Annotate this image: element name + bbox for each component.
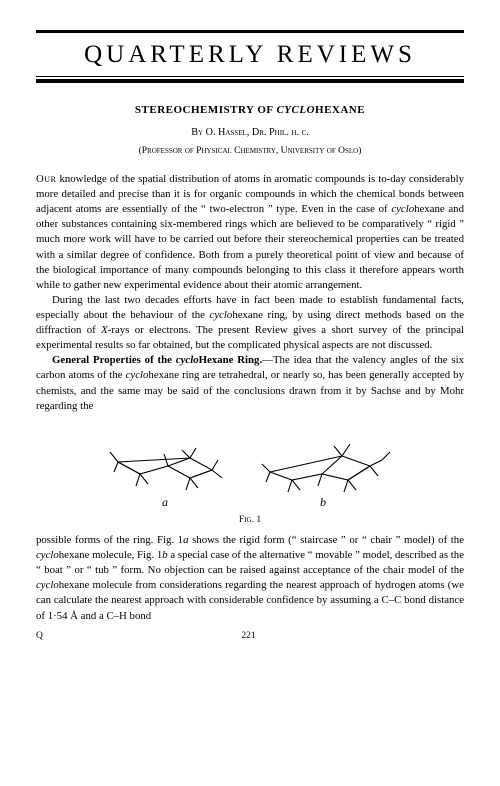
p1-text-b: hexane and other substances containing s…: [36, 203, 464, 291]
article-title: STEREOCHEMISTRY OF CYCLOHEXANE: [36, 103, 464, 118]
paragraph-2: During the last two decades efforts have…: [36, 293, 464, 353]
page-footer: Q 221: [36, 630, 464, 643]
p3-italic-1: cyclo: [126, 369, 149, 381]
figure-1: a b Fig. 1: [36, 422, 464, 527]
lead-word: Our: [36, 173, 56, 185]
figure-caption: Fig. 1: [36, 514, 464, 527]
p4-italic-2: cyclo: [36, 579, 59, 591]
svg-text:a: a: [162, 495, 168, 509]
figure-svg: a b: [90, 422, 410, 512]
section-head-a: General Properties of the: [52, 354, 176, 366]
paragraph-1: Our knowledge of the spatial distributio…: [36, 172, 464, 293]
section-head-italic: cyclo: [176, 354, 199, 366]
section-head-b: Hexane Ring.: [199, 354, 263, 366]
header-rule: [36, 79, 464, 83]
affiliation: (Professor of Physical Chemistry, Univer…: [36, 145, 464, 158]
paragraph-4: possible forms of the ring. Fig. 1a show…: [36, 533, 464, 624]
journal-title: QUARTERLY REVIEWS: [36, 37, 464, 72]
svg-text:b: b: [320, 495, 326, 509]
p4-italic-1: cyclo: [36, 549, 59, 561]
footer-left: Q: [36, 630, 43, 643]
page-number: 221: [241, 630, 255, 643]
title-text-post: HEXANE: [315, 104, 365, 116]
p4-text-e: hexane molecule from considerations rega…: [36, 579, 464, 621]
p2-italic-1: cyclo: [210, 309, 233, 321]
byline: By O. Hassel, Dr. Phil. h. c.: [36, 126, 464, 140]
section-head: General Properties of the cycloHexane Ri…: [52, 354, 262, 366]
p4-text-b: shows the rigid form (“ staircase ” or “…: [188, 534, 464, 546]
title-text-pre: STEREOCHEMISTRY OF: [135, 104, 277, 116]
p1-italic-1: cyclo: [391, 203, 414, 215]
p2-italic-2: X: [101, 324, 108, 336]
title-italic: CYCLO: [276, 104, 315, 116]
journal-header: QUARTERLY REVIEWS: [36, 30, 464, 77]
p4-text-c: hexane molecule, Fig. 1: [59, 549, 162, 561]
p4-text-a: possible forms of the ring. Fig. 1: [36, 534, 183, 546]
paragraph-3: General Properties of the cycloHexane Ri…: [36, 353, 464, 413]
